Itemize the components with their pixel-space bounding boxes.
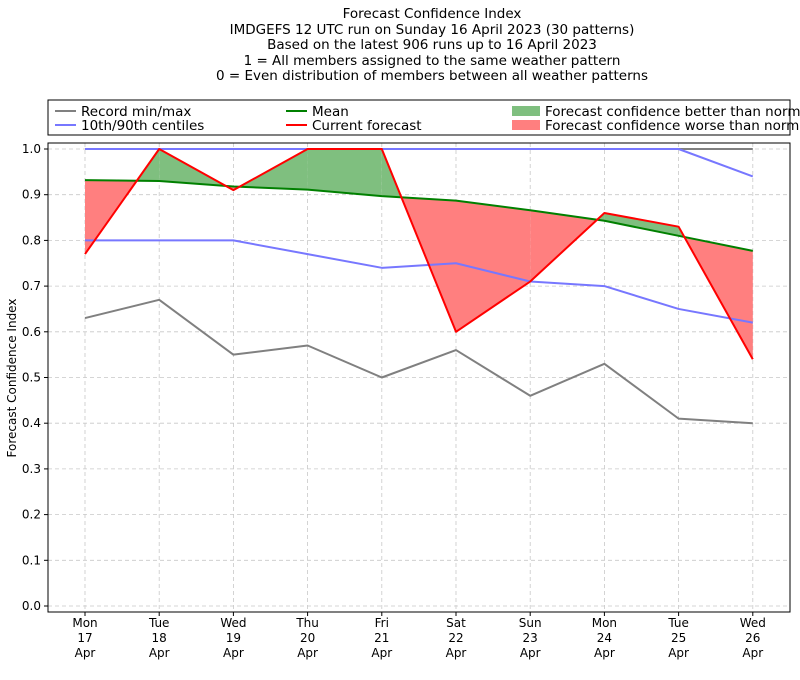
y-tick-label: 0.7	[22, 279, 41, 293]
y-tick-label: 0.2	[22, 508, 41, 522]
worse-than-normal-area	[456, 200, 531, 332]
x-tick-label: 25	[671, 631, 686, 645]
x-tick-label: 23	[523, 631, 538, 645]
worse-than-normal-area	[530, 210, 598, 282]
legend-label: Current forecast	[312, 118, 422, 134]
x-tick-label: Apr	[594, 646, 615, 660]
better-than-normal-area	[604, 212, 679, 236]
title-line: Based on the latest 906 runs up to 16 Ap…	[267, 37, 597, 53]
x-tick-label: Apr	[75, 646, 96, 660]
x-tick-label: Sun	[519, 616, 542, 630]
y-tick-label: 0.6	[22, 325, 41, 339]
x-tick-label: 20	[300, 631, 315, 645]
title-line: 1 = All members assigned to the same wea…	[244, 53, 621, 69]
legend-label: Forecast confidence worse than normal	[545, 118, 800, 134]
x-tick-label: Apr	[297, 646, 318, 660]
y-tick-label: 0.1	[22, 553, 41, 567]
x-tick-label: Apr	[149, 646, 170, 660]
series-line-mean	[84, 179, 753, 252]
x-tick-label: Apr	[668, 646, 689, 660]
x-tick-label: Apr	[742, 646, 763, 660]
x-tick-label: Sat	[446, 616, 466, 630]
y-tick-label: 0.4	[22, 416, 41, 430]
title-line: 0 = Even distribution of members between…	[216, 68, 648, 84]
y-axis-label: Forecast Confidence Index	[5, 299, 19, 458]
x-tick-label: 21	[374, 631, 389, 645]
x-tick-label: 26	[745, 631, 760, 645]
x-tick-label: 18	[152, 631, 167, 645]
x-tick-label: Apr	[371, 646, 392, 660]
title-line: Forecast Confidence Index	[343, 6, 522, 22]
x-tick-label: Thu	[295, 616, 319, 630]
legend-label: 10th/90th centiles	[81, 118, 204, 134]
x-tick-label: 19	[226, 631, 241, 645]
y-tick-label: 0.3	[22, 462, 41, 476]
series-line-p90	[85, 148, 754, 178]
x-tick-label: Apr	[223, 646, 244, 660]
better-than-normal-area	[307, 149, 382, 197]
legend-label: Record min/max	[81, 104, 191, 120]
x-tick-label: Mon	[592, 616, 617, 630]
series-line-min	[84, 298, 753, 425]
legend-label: Forecast confidence better than normal	[545, 104, 800, 120]
y-tick-label: 0.8	[22, 233, 41, 247]
x-tick-label: Wed	[740, 616, 766, 630]
x-tick-label: Tue	[148, 616, 170, 630]
x-tick-label: 24	[597, 631, 612, 645]
x-tick-label: 22	[448, 631, 463, 645]
y-tick-label: 1.0	[22, 142, 41, 156]
x-tick-label: Tue	[667, 616, 689, 630]
y-tick-label: 0.0	[22, 599, 41, 613]
x-tick-label: Apr	[446, 646, 467, 660]
chart-title: Forecast Confidence Index IMDGEFS 12 UTC…	[216, 6, 648, 84]
y-tick-label: 0.5	[22, 371, 41, 385]
x-tick-label: Apr	[520, 646, 541, 660]
x-tick-label: Fri	[375, 616, 389, 630]
series-line-current	[84, 148, 754, 360]
x-tick-label: Wed	[220, 616, 246, 630]
legend-label: Mean	[312, 104, 349, 120]
x-tick-label: 17	[77, 631, 92, 645]
title-line: IMDGEFS 12 UTC run on Sunday 16 April 20…	[230, 22, 635, 38]
x-tick-label: Mon	[72, 616, 97, 630]
y-tick-label: 0.9	[22, 188, 41, 202]
legend-swatch	[512, 106, 540, 116]
series-line-p10	[85, 239, 753, 324]
legend-swatch	[512, 120, 540, 130]
